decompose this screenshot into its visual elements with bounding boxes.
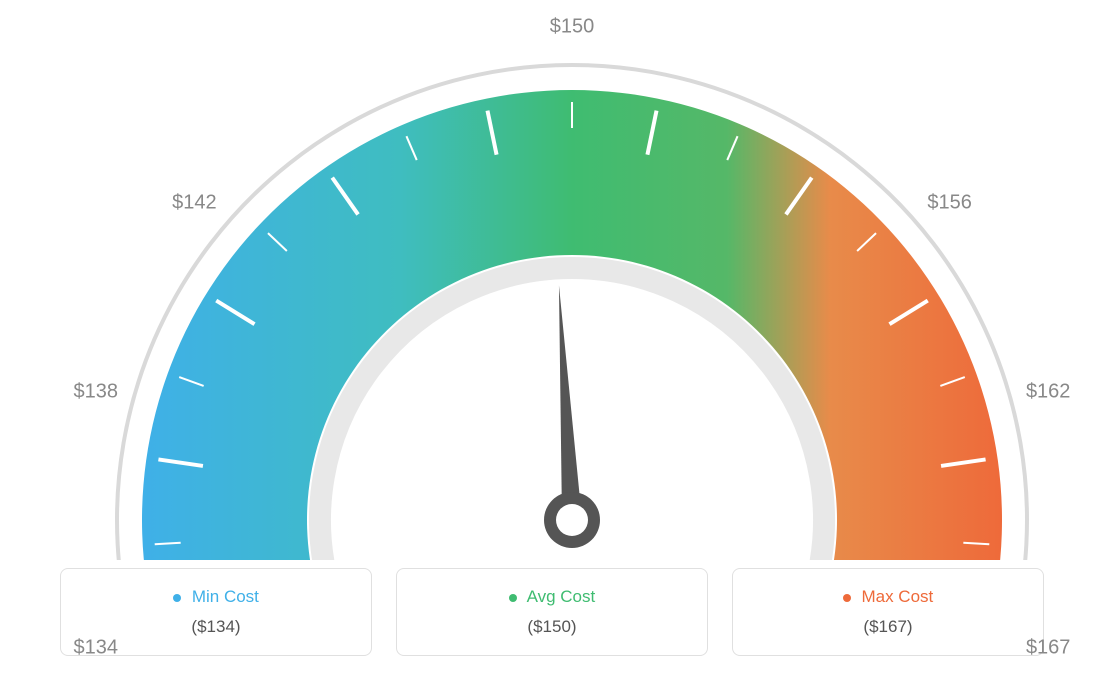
gauge-tick-label: $142 (172, 192, 217, 215)
legend-row: Min Cost ($134) Avg Cost ($150) Max Cost… (20, 568, 1084, 656)
legend-max-value: ($167) (745, 617, 1031, 637)
legend-max-title: Max Cost (745, 587, 1031, 607)
gauge-area: $134$138$142$150$156$162$167 (20, 20, 1084, 560)
dot-icon (843, 594, 851, 602)
legend-avg-title: Avg Cost (409, 587, 695, 607)
legend-max-label: Max Cost (861, 587, 933, 606)
cost-gauge-chart: $134 $138 $142 $150 $156 $162 $167 Min Cost ($… (0, 0, 1104, 690)
gauge-tick-label: $156 (927, 192, 972, 215)
gauge-tick-label: $167 (1026, 636, 1071, 659)
dot-icon (509, 594, 517, 602)
gauge-tick-label: $150 (550, 16, 595, 39)
gauge-tick-label: $138 (74, 381, 119, 404)
legend-card-max: Max Cost ($167) (732, 568, 1044, 656)
gauge-tick-label: $134 (74, 636, 119, 659)
legend-avg-label: Avg Cost (527, 587, 596, 606)
legend-min-label: Min Cost (192, 587, 259, 606)
legend-min-value: ($134) (73, 617, 359, 637)
legend-card-avg: Avg Cost ($150) (396, 568, 708, 656)
gauge-svg (20, 20, 1104, 560)
legend-min-title: Min Cost (73, 587, 359, 607)
legend-avg-value: ($150) (409, 617, 695, 637)
gauge-tick-label: $162 (1026, 381, 1071, 404)
dot-icon (173, 594, 181, 602)
